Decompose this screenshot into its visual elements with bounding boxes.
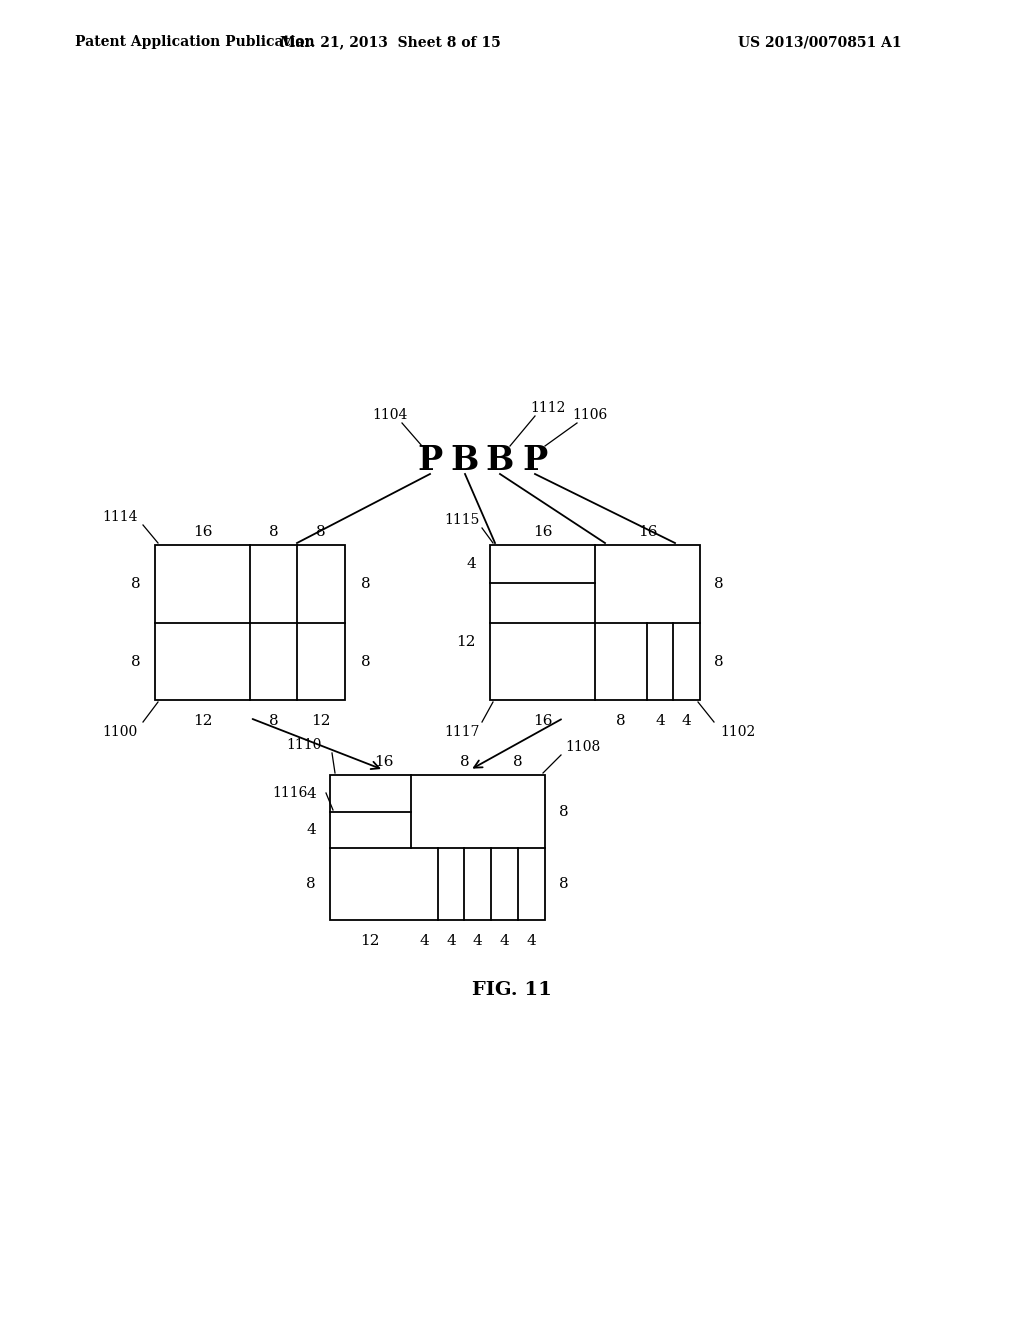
Text: 16: 16 [532, 714, 552, 729]
Text: 4: 4 [466, 557, 476, 572]
Text: 4: 4 [655, 714, 665, 729]
Text: B: B [451, 444, 479, 477]
Bar [490, 545, 700, 700]
Text: 16: 16 [193, 525, 212, 539]
Text: 4: 4 [306, 822, 316, 837]
Text: B: B [485, 444, 514, 477]
Text: 4: 4 [446, 935, 456, 948]
Text: 1104: 1104 [373, 408, 408, 422]
Text: Patent Application Publication: Patent Application Publication [75, 36, 314, 49]
Text: 1117: 1117 [444, 725, 480, 739]
Text: 4: 4 [306, 787, 316, 800]
Text: 1106: 1106 [572, 408, 607, 422]
Text: 8: 8 [559, 876, 568, 891]
Text: 8: 8 [306, 876, 316, 891]
Text: P: P [418, 444, 442, 477]
Text: US 2013/0070851 A1: US 2013/0070851 A1 [738, 36, 902, 49]
Text: 8: 8 [131, 655, 141, 668]
Text: 1102: 1102 [720, 725, 756, 739]
Bar [155, 545, 345, 700]
Text: 12: 12 [360, 935, 380, 948]
Text: 1112: 1112 [530, 401, 565, 414]
Text: 4: 4 [473, 935, 482, 948]
Text: 4: 4 [500, 935, 510, 948]
Text: 16: 16 [638, 525, 657, 539]
Text: 4: 4 [682, 714, 691, 729]
Text: 1116: 1116 [272, 785, 308, 800]
Text: Mar. 21, 2013  Sheet 8 of 15: Mar. 21, 2013 Sheet 8 of 15 [280, 36, 501, 49]
Text: 8: 8 [268, 714, 279, 729]
Text: 8: 8 [268, 525, 279, 539]
Text: 1115: 1115 [444, 513, 479, 527]
Text: 12: 12 [457, 635, 476, 648]
Text: 4: 4 [526, 935, 537, 948]
Text: 8: 8 [714, 655, 724, 668]
Text: 8: 8 [513, 755, 523, 770]
Text: 8: 8 [361, 655, 371, 668]
Text: 8: 8 [316, 525, 326, 539]
Text: 8: 8 [714, 577, 724, 591]
Text: FIG. 11: FIG. 11 [472, 981, 552, 999]
Text: 8: 8 [559, 804, 568, 818]
Text: 8: 8 [460, 755, 469, 770]
Text: 8: 8 [616, 714, 626, 729]
Text: P: P [522, 444, 548, 477]
Text: 1114: 1114 [102, 510, 138, 524]
Text: 1110: 1110 [287, 738, 322, 752]
Text: 12: 12 [193, 714, 212, 729]
Text: 16: 16 [532, 525, 552, 539]
Text: 8: 8 [361, 577, 371, 591]
Text: 4: 4 [419, 935, 429, 948]
Text: 12: 12 [311, 714, 331, 729]
Bar [330, 775, 545, 920]
Text: 16: 16 [374, 755, 393, 770]
Text: 8: 8 [131, 577, 141, 591]
Text: 1100: 1100 [102, 725, 137, 739]
Text: 1108: 1108 [565, 741, 601, 754]
